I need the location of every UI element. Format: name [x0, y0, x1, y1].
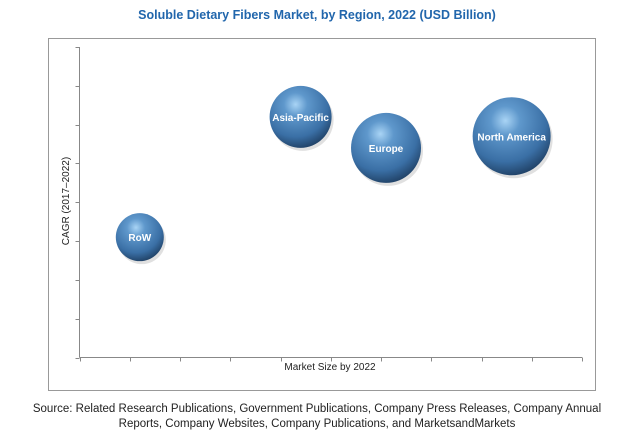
bubble-mark: [269, 85, 332, 148]
bubble-mark: [115, 213, 164, 262]
source-note: Source: Related Research Publications, G…: [0, 402, 634, 432]
y-axis-label: CAGR (2017–2022): [61, 157, 72, 245]
bubble-asia-pacific: Asia-Pacific: [269, 85, 334, 151]
bubble-label: Asia-Pacific: [272, 113, 329, 124]
bubble-mark: [472, 97, 551, 176]
source-line-2: Reports, Company Websites, Company Publi…: [118, 418, 516, 430]
bubble-label: RoW: [128, 233, 151, 244]
bubble-north-america: North America: [472, 97, 553, 179]
bubble-label: North America: [477, 132, 546, 143]
bubble-label: Europe: [369, 144, 404, 155]
bubble-europe: Europe: [351, 112, 424, 186]
bubble-row: RoW: [115, 213, 166, 265]
chart-title: Soluble Dietary Fibers Market, by Region…: [138, 8, 496, 22]
bubble-mark: [351, 112, 422, 183]
x-axis-label: Market Size by 2022: [284, 362, 376, 373]
chart-frame: [48, 38, 596, 391]
source-line-1: Source: Related Research Publications, G…: [32, 403, 602, 415]
